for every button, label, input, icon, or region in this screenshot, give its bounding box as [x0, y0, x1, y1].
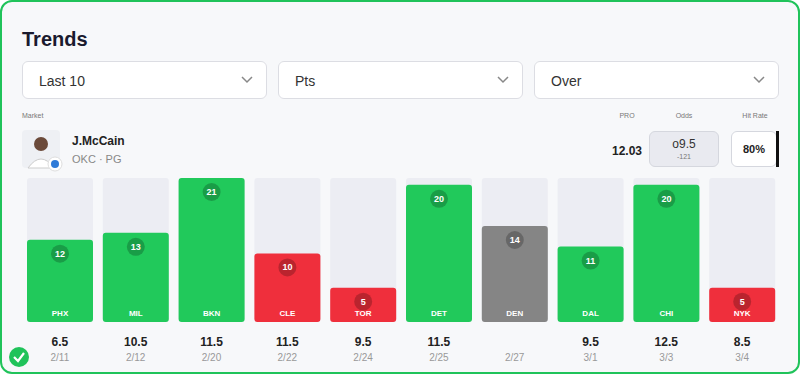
html-text:PRO: PRO: [619, 112, 635, 119]
html-text:12.03: 12.03: [612, 144, 642, 158]
html-text:Market: Market: [22, 112, 44, 119]
svg-text:PHX: PHX: [52, 309, 69, 318]
svg-text:DAL: DAL: [582, 309, 599, 318]
html-text:Over: Over: [551, 73, 582, 89]
svg-text:CLE: CLE: [279, 309, 296, 318]
svg-text:9.5: 9.5: [582, 335, 599, 349]
svg-text:2/27: 2/27: [505, 352, 525, 363]
svg-text:3/1: 3/1: [584, 352, 598, 363]
svg-text:14: 14: [510, 235, 520, 245]
html-text:Hit Rate: Hit Rate: [742, 112, 768, 119]
svg-text:TOR: TOR: [355, 309, 372, 318]
svg-text:10.5: 10.5: [124, 335, 148, 349]
svg-text:5: 5: [361, 297, 366, 307]
svg-text:CHI: CHI: [660, 309, 674, 318]
svg-text:11.5: 11.5: [428, 335, 451, 349]
svg-text:13: 13: [131, 242, 141, 252]
svg-text:2/25: 2/25: [429, 352, 449, 363]
svg-text:6.5: 6.5: [52, 335, 69, 349]
html-text:Last 10: Last 10: [39, 73, 85, 89]
svg-text:MIL: MIL: [129, 309, 143, 318]
html-text:-121: -121: [677, 153, 691, 160]
svg-text:12.5: 12.5: [655, 335, 679, 349]
svg-text:11.5: 11.5: [200, 335, 223, 349]
svg-text:10: 10: [282, 262, 292, 272]
html-text:Pts: Pts: [295, 73, 316, 89]
svg-text:21: 21: [207, 187, 217, 197]
svg-text:11.5: 11.5: [276, 335, 299, 349]
svg-text:2/11: 2/11: [51, 352, 70, 363]
svg-text:2/12: 2/12: [126, 352, 146, 363]
svg-text:3/4: 3/4: [735, 352, 749, 363]
svg-text:11: 11: [586, 256, 596, 266]
svg-text:2/24: 2/24: [353, 352, 373, 363]
svg-text:BKN: BKN: [203, 309, 221, 318]
svg-text:2/20: 2/20: [202, 352, 222, 363]
html-text:80%: 80%: [743, 143, 765, 155]
svg-text:8.5: 8.5: [734, 335, 751, 349]
html-text:J.McCain: J.McCain: [72, 134, 125, 148]
svg-text:5: 5: [740, 297, 745, 307]
html-text:o9.5: o9.5: [672, 137, 696, 151]
svg-text:12: 12: [55, 249, 65, 259]
svg-text:20: 20: [661, 194, 671, 204]
html-text:Odds: Odds: [675, 112, 693, 119]
svg-text:3/3: 3/3: [659, 352, 673, 363]
html-text:Trends: Trends: [22, 28, 88, 50]
svg-text:DET: DET: [431, 309, 447, 318]
svg-text:9.5: 9.5: [355, 335, 372, 349]
svg-text:NYK: NYK: [734, 309, 751, 318]
svg-text:20: 20: [434, 194, 444, 204]
html-text:OKC · PG: OKC · PG: [72, 153, 122, 165]
svg-text:2/22: 2/22: [278, 352, 298, 363]
svg-text:DEN: DEN: [506, 309, 523, 318]
